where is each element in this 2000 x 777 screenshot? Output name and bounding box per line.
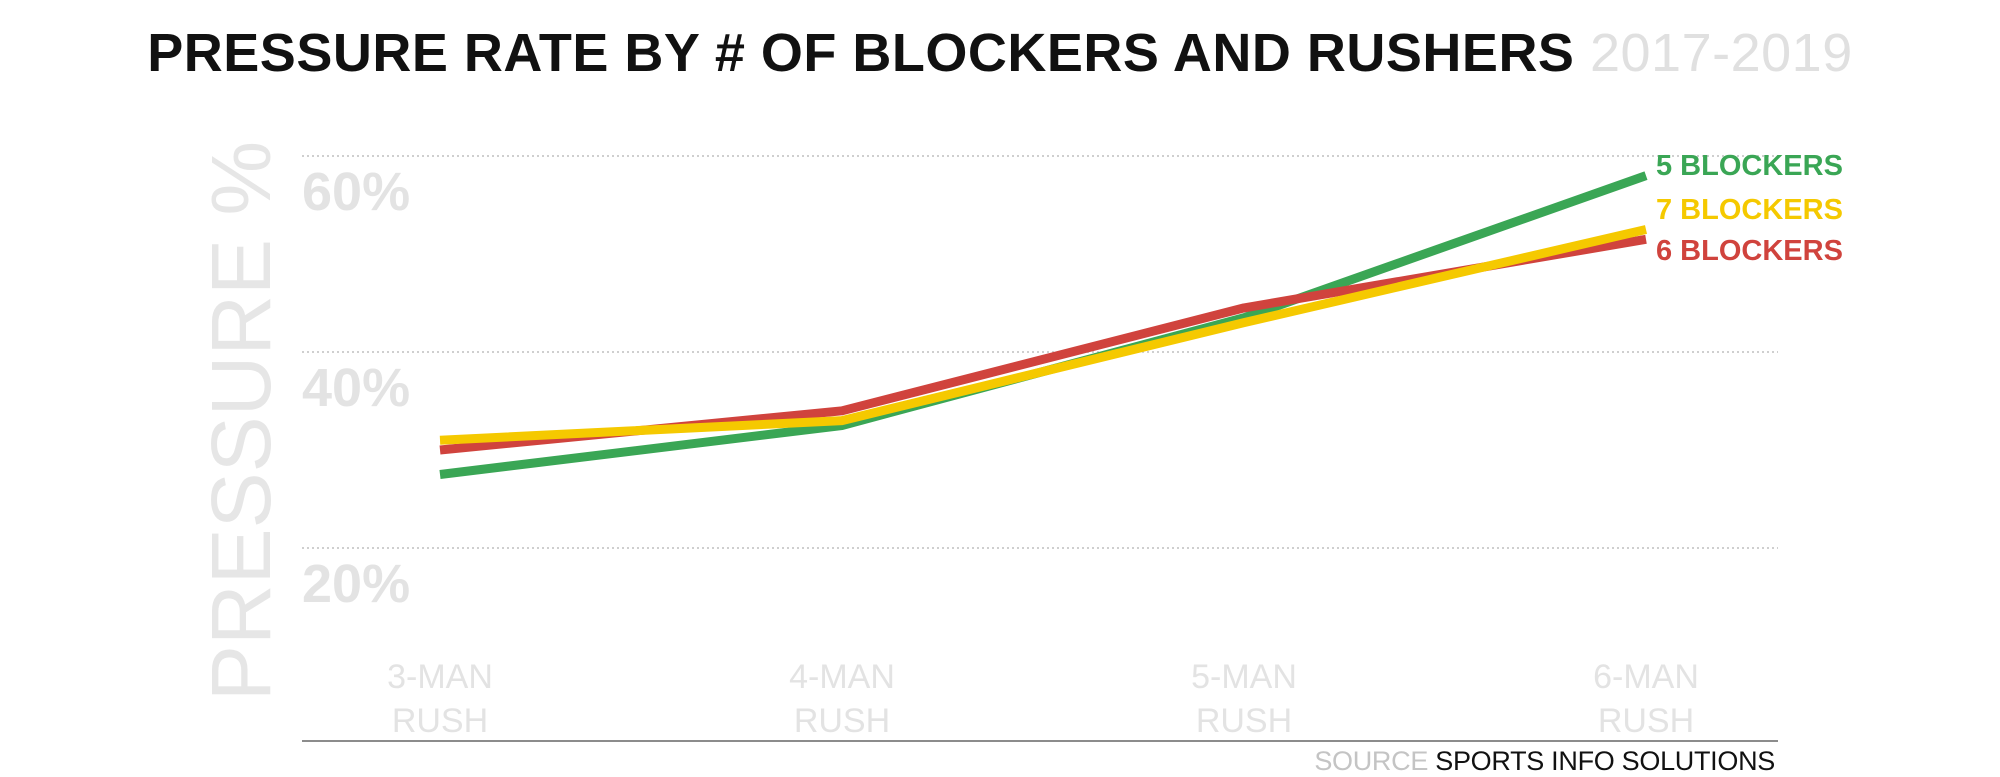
x-tick-label: 4-MAN RUSH [789,658,895,740]
y-tick-label: 20% [302,554,410,614]
y-axis-label: PRESSURE % [194,141,288,701]
source-credit: SOURCE SPORTS INFO SOLUTIONS [1314,746,1775,777]
x-tick-label: 5-MAN RUSH [1191,658,1297,740]
legend-label: 7 BLOCKERS [1656,194,1843,226]
chart-title: PRESSURE RATE BY # OF BLOCKERS AND RUSHE… [0,22,2000,84]
x-tick-label: 6-MAN RUSH [1593,658,1699,740]
chart-title-main: PRESSURE RATE BY # OF BLOCKERS AND RUSHE… [147,23,1575,83]
source-label: SOURCE [1314,746,1429,776]
x-tick-label: 3-MAN RUSH [387,658,493,740]
series-line-7-blockers [439,225,1648,445]
source-name: SPORTS INFO SOLUTIONS [1435,746,1775,776]
y-tick-label: 60% [302,162,410,222]
legend-label: 6 BLOCKERS [1656,235,1843,267]
chart-title-years: 2017-2019 [1589,23,1853,83]
legend-label: 5 BLOCKERS [1656,150,1843,182]
y-tick-label: 40% [302,358,410,418]
